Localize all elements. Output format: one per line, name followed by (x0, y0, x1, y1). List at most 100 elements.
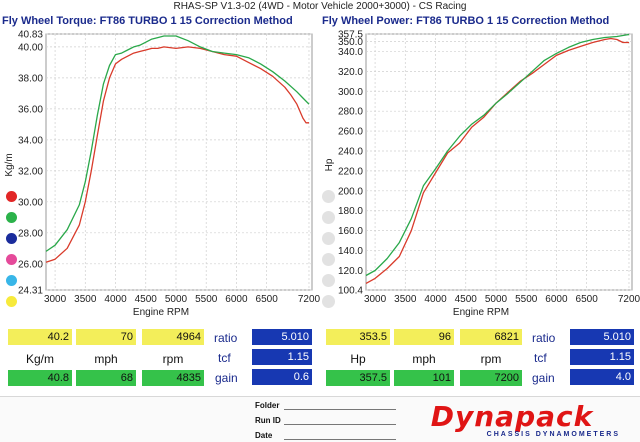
power-bottom-mph: 101 (394, 370, 454, 386)
power-bottom-value: 357.5 (326, 370, 390, 386)
torque-plot-area (45, 33, 313, 291)
power-rpm-label: rpm (480, 352, 502, 366)
torque-y-tick-1: 26.00 (18, 259, 43, 270)
power-y-tick-6: 220.0 (338, 166, 363, 177)
power-x-tick-0: 3000 (364, 294, 387, 305)
legend-swatch-grey-3[interactable] (322, 232, 335, 245)
power-tcf-value: 1.15 (570, 349, 634, 365)
power-top-value: 353.5 (326, 329, 390, 345)
power-top-rpm: 6821 (460, 329, 522, 345)
power-y-tick-8: 260.0 (338, 127, 363, 138)
dynapack-logo: Dynapack (430, 400, 594, 433)
torque-x-tick-5: 5500 (195, 294, 218, 305)
torque-y-tick-5: 34.00 (18, 135, 43, 146)
torque-x-tick-6: 6000 (225, 294, 248, 305)
torque-rpm-label: rpm (162, 352, 184, 366)
power-mph-label: mph (412, 352, 436, 366)
legend-swatch-pink[interactable] (6, 254, 17, 265)
power-tcf-label: tcf (534, 351, 547, 365)
torque-x-tick-8: 7200 (298, 294, 321, 305)
power-ratio-value: 5.010 (570, 329, 634, 345)
power-top-mph: 96 (394, 329, 454, 345)
legend-swatch-cyan[interactable] (6, 275, 17, 286)
legend-swatch-yellow[interactable] (6, 296, 17, 307)
power-x-tick-5: 5500 (515, 294, 538, 305)
torque-series-2-line (45, 35, 310, 252)
power-y-axis-label: Hp (324, 158, 335, 171)
footer-strip (0, 396, 640, 442)
torque-x-tick-0: 3000 (44, 294, 67, 305)
power-chart-title: Fly Wheel Power: FT86 TURBO 1 15 Correct… (322, 15, 610, 27)
legend-swatch-grey-5[interactable] (322, 274, 335, 287)
power-y-tick-0: 100.4 (338, 286, 363, 297)
torque-y-tick-3: 30.00 (18, 197, 43, 208)
torque-x-tick-3: 4500 (135, 294, 158, 305)
power-y-tick-4: 180.0 (338, 206, 363, 217)
app-title: RHAS-SP V1.3-02 (4WD - Motor Vehicle 200… (173, 1, 467, 12)
power-ratio-label: ratio (532, 331, 556, 345)
power-y-tick-2: 140.0 (338, 246, 363, 257)
torque-y-tick-2: 28.00 (18, 228, 43, 239)
run-id-field[interactable] (284, 414, 396, 425)
torque-bottom-value: 40.8 (8, 370, 72, 386)
power-series-1-line (365, 37, 629, 284)
legend-swatch-green[interactable] (6, 212, 17, 223)
torque-gain-value: 0.6 (252, 369, 312, 385)
torque-tcf-value: 1.15 (252, 349, 312, 365)
date-field[interactable] (284, 429, 396, 440)
torque-x-tick-4: 5000 (165, 294, 188, 305)
power-y-tick-7: 240.0 (338, 146, 363, 157)
run-id-label: Run ID (255, 416, 281, 425)
legend-swatch-grey-2[interactable] (322, 211, 335, 224)
power-y-tick-14: 357.5 (338, 30, 363, 41)
torque-x-tick-1: 3500 (74, 294, 97, 305)
folder-field[interactable] (284, 399, 396, 410)
dyno-charts: 3000 3500 4000 4500 5000 5500 6000 6500 7200 24.3… (4, 30, 640, 319)
power-x-axis-label: Engine RPM (453, 307, 509, 318)
torque-x-axis-label: Engine RPM (133, 307, 189, 318)
legend-swatch-red[interactable] (6, 191, 17, 202)
torque-mph-label: mph (94, 352, 118, 366)
power-y-tick-9: 280.0 (338, 107, 363, 118)
power-x-tick-2: 4000 (424, 294, 447, 305)
power-y-tick-13: 350.0 (338, 37, 363, 48)
torque-unit-label: Kg/m (25, 352, 54, 366)
torque-tcf-label: tcf (218, 351, 231, 365)
power-x-tick-6: 6000 (545, 294, 568, 305)
torque-top-rpm: 4964 (142, 329, 204, 345)
torque-x-tick-2: 4000 (104, 294, 127, 305)
torque-top-value: 40.2 (8, 329, 72, 345)
torque-y-tick-0: 24.31 (18, 286, 43, 297)
torque-bottom-rpm: 4835 (142, 370, 204, 386)
torque-y-axis-label: Kg/m (4, 153, 15, 176)
torque-y-tick-4: 32.00 (18, 166, 43, 177)
power-plot-area (365, 33, 633, 291)
power-y-tick-11: 320.0 (338, 67, 363, 78)
torque-y-tick-9: 40.83 (18, 30, 43, 41)
legend-swatch-grey-1[interactable] (322, 190, 335, 203)
power-x-tick-3: 4500 (455, 294, 478, 305)
dynapack-logo-subtitle: CHASSIS DYNAMOMETERS (486, 431, 620, 438)
torque-gain-label: gain (215, 371, 238, 385)
power-y-tick-12: 340.0 (338, 47, 363, 58)
torque-ratio-value: 5.010 (252, 329, 312, 345)
power-gain-value: 4.0 (570, 369, 634, 385)
power-readout-panel: 353.5 96 6821 Hp mph rpm 357.5 101 7200 … (320, 326, 640, 388)
date-label: Date (255, 431, 273, 440)
power-x-tick-1: 3500 (394, 294, 417, 305)
torque-ratio-label: ratio (214, 331, 238, 345)
torque-top-mph: 70 (76, 329, 136, 345)
legend-swatch-grey-4[interactable] (322, 253, 335, 266)
power-gain-label: gain (532, 371, 555, 385)
legend-swatch-navy[interactable] (6, 233, 17, 244)
power-x-tick-7: 6500 (576, 294, 599, 305)
torque-bottom-mph: 68 (76, 370, 136, 386)
power-bottom-rpm: 7200 (460, 370, 522, 386)
power-y-tick-10: 300.0 (338, 87, 363, 98)
power-series-2-line (365, 33, 630, 277)
legend-swatch-grey-6[interactable] (322, 295, 335, 308)
torque-readout-panel: 40.2 70 4964 Kg/m mph rpm 40.8 68 4835 r… (0, 326, 318, 388)
torque-chart-title: Fly Wheel Torque: FT86 TURBO 1 15 Correc… (2, 15, 293, 27)
power-unit-label: Hp (350, 352, 366, 366)
folder-label: Folder (255, 401, 280, 410)
